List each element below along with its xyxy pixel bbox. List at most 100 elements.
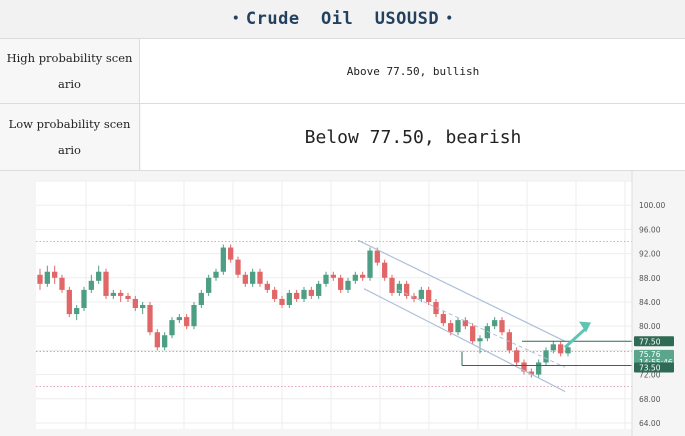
title-bar: • Crude Oil USOUSD • [0,0,685,39]
candle-body [250,271,256,284]
candle-body [52,271,58,278]
candle-body [88,280,94,290]
candle-body [191,305,197,327]
candle-body [162,335,168,348]
candle-body [286,292,292,305]
candle-body [110,292,116,296]
plot-area [36,181,632,429]
candle-body [44,271,50,284]
candle-body [360,274,366,278]
channel-upper [357,239,566,342]
y-axis-panel [632,171,685,436]
bullish-arrow-shaft [563,328,587,349]
candle-body [198,292,204,305]
candle-body [536,362,542,375]
y-tick-label: 88.00 [639,274,661,283]
candle-body [477,338,483,342]
title-bullet-right: • [445,11,454,27]
candle-body [316,283,322,296]
scenario-label-low: Low probability scenario [0,104,140,170]
candle-body [103,271,109,296]
price-chart: 100.00 96.00 92.00 88.00 84.00 80.00 72.00 68.0… [0,171,685,436]
candle-body [440,314,446,324]
candle-body [499,320,505,333]
candle-body [448,323,454,333]
support-price-box [634,362,674,373]
y-tick-label: 68.00 [639,395,661,404]
candle-body [484,326,490,339]
candle-body [396,283,402,293]
candle-body [184,317,190,327]
scenario-label-high: High probability scenario [0,39,140,103]
candle-body [257,271,263,284]
candle-body [264,283,270,290]
candle-body [81,289,87,309]
candle-body [125,295,131,299]
candle-body [352,274,358,281]
y-tick-label: 84.00 [639,298,661,307]
y-tick-label: 80.00 [639,322,661,331]
candle-body [37,274,43,284]
candle-body [558,344,564,354]
channel-mid [397,289,566,368]
channel-lower [363,288,566,393]
candle-body [220,247,226,272]
bullish-arrow-head [579,321,591,333]
candle-body [492,320,498,327]
candle-body [74,308,80,315]
candle-body [96,271,102,281]
candle-body [470,326,476,342]
scenario-row-high: High probability scenario Above 77.50, b… [0,39,685,104]
candle-body [543,350,549,363]
candle-body [382,262,388,278]
candle-body [418,289,424,299]
candle-body [521,362,527,372]
candle-body [118,292,124,296]
candle-body [367,250,373,278]
scenario-row-low: Low probability scenario Below 77.50, be… [0,104,685,171]
candle-body [228,247,234,260]
y-tick-label: 72.00 [639,371,661,380]
candle-body [404,283,410,296]
y-tick-label: 64.00 [639,419,661,428]
candle-body [455,320,461,333]
resistance-price-label: 77.50 [639,337,661,346]
candle-body [147,305,153,333]
candle-body [330,274,336,278]
candle-body [242,274,248,284]
candle-body [550,344,556,351]
page-title: Crude Oil USOUSD [245,9,440,29]
candle-body [514,350,520,363]
candle-body [176,317,182,321]
scenario-value-low: Below 77.50, bearish [141,104,685,170]
y-tick-label: 96.00 [639,225,661,234]
candle-body [308,289,314,296]
candle-body [169,320,175,336]
title-bullet-left: • [231,11,240,27]
candle-body [206,277,212,293]
candle-body [140,305,146,309]
resistance-price-box [634,336,674,347]
candle-body [272,289,278,299]
y-tick-label: 92.00 [639,250,661,259]
candle-body [132,298,138,309]
scenario-value-high: Above 77.50, bullish [141,39,685,103]
candle-body [338,277,344,290]
current-price-label: 75.76 [639,350,661,359]
candle-body [213,271,219,278]
candle-body [235,259,241,275]
candle-body [426,289,432,302]
candle-body [462,320,468,327]
candle-body [59,277,65,290]
candle-body [345,280,351,290]
candle-body [294,292,300,299]
candle-body [323,274,329,284]
chart-svg: 100.00 96.00 92.00 88.00 84.00 80.00 72.00 68.0… [36,171,685,436]
candle-body [301,289,307,299]
y-tick-label: 100.00 [639,201,665,210]
candle-body [279,298,285,305]
candle-body [565,347,571,354]
candle-body [154,332,160,348]
countdown-label: 14:55:46 [639,358,673,367]
candle-body [374,250,380,263]
